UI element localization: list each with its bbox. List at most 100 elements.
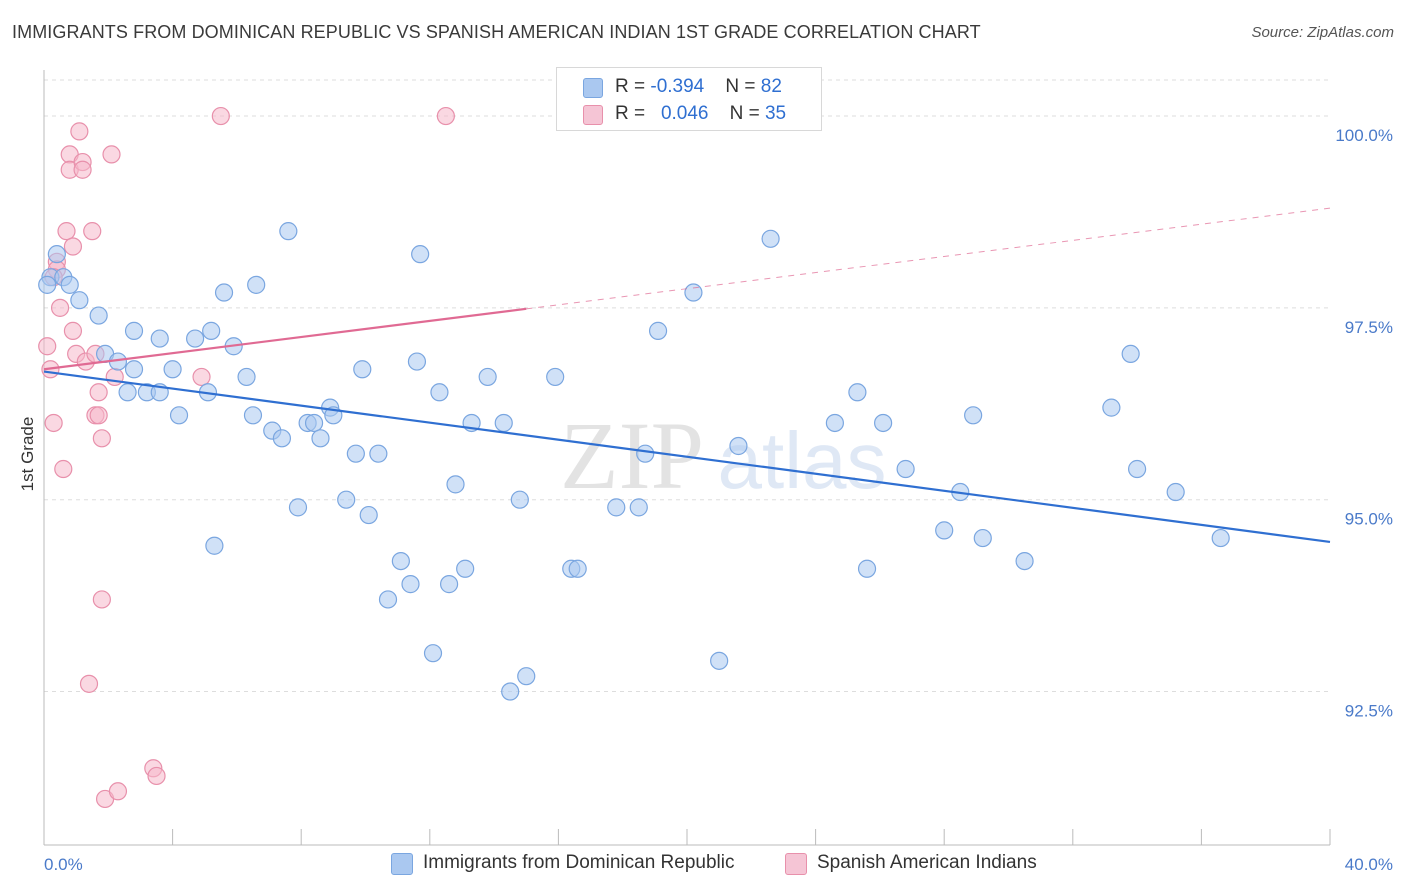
legend-n-value: 35 [764,103,787,124]
blue-point [568,559,587,578]
trend-line-pink [43,307,527,371]
legend-n-label: N = [729,103,765,124]
blue-point [1127,459,1147,479]
pink-point [44,413,63,433]
pink-point [108,782,128,801]
pink-point [63,237,83,256]
pink-point [83,222,102,241]
blue-point [636,444,655,463]
blue-point [163,360,182,379]
blue-point [684,283,703,302]
y-tick-label: 97.5% [1345,318,1393,337]
legend-r-label: R = [615,103,651,124]
pink-point [147,766,166,786]
blue-point [60,275,79,294]
legend-r-value: -0.394 [650,76,705,97]
axes [43,70,1331,846]
blue-point [848,383,867,402]
blue-point [359,505,378,525]
trend-line-pink-dashed [526,207,1331,310]
legend-swatch-pink [583,105,603,125]
blue-point [446,475,465,494]
blue-point [478,367,497,387]
blue-point [761,229,780,248]
blue-point [517,667,536,686]
blue-point [501,682,520,701]
pink-point [92,429,111,448]
blue-point [118,383,137,402]
blue-point [150,329,169,348]
blue-point [272,429,292,448]
blue-point [1121,344,1140,364]
blue-point [205,536,224,555]
blue-point [337,490,356,509]
pink-point [79,674,99,693]
blue-point [378,590,398,609]
pink-point [436,106,455,126]
blue-point [169,406,189,425]
blue-point [1102,398,1121,417]
pink-point [89,383,108,402]
blue-point [369,444,388,463]
blue-point [964,406,983,425]
pink-point [102,145,121,164]
legend-n-label: N = [725,76,761,97]
blue-point [279,222,298,241]
blue-point [648,321,668,340]
blue-point [304,413,324,433]
blue-point [857,559,877,578]
blue-point [288,498,308,517]
pink-point [70,122,89,141]
pink-point [50,298,70,317]
legend-label-pink: Spanish American Indians [817,852,1037,873]
source-credit: Source: ZipAtlas.com [1251,24,1394,41]
blue-point [237,367,256,387]
series-legend: Immigrants from Dominican Republic Spani… [0,852,1406,878]
legend-r-value: 0.046 [660,103,709,124]
blue-point [202,321,221,340]
blue-point [70,291,89,310]
blue-point [935,521,954,540]
pink-point [54,459,73,479]
blue-point [411,245,430,264]
pink-point [73,160,92,179]
pink-point [38,337,57,356]
pink-point [89,406,108,425]
blue-point [423,644,443,663]
blue-point [243,406,263,425]
legend-swatch-pink [785,853,807,875]
legend-label-blue: Immigrants from Dominican Republic [423,852,735,873]
blue-point [973,528,992,548]
pink-point [63,321,83,340]
blue-point [729,436,748,456]
blue-point [874,413,893,433]
series-dominican-republic [38,222,1230,701]
blue-point [346,444,365,463]
pink-point [192,367,211,387]
chart-title: IMMIGRANTS FROM DOMINICAN REPUBLIC VS SP… [12,22,981,42]
blue-point [124,360,144,379]
pink-point [57,222,76,241]
y-tick-label: 100.0% [1335,126,1393,145]
blue-point [407,352,427,371]
blue-point [896,459,915,479]
y-tick-label: 95.0% [1345,510,1393,529]
blue-point [247,275,266,294]
blue-point [494,413,513,433]
watermark-atlas: atlas [718,416,887,505]
pink-point [211,106,230,126]
blue-point [710,651,729,670]
blue-point [89,306,108,325]
legend-r-label: R = [615,76,651,97]
watermark: ZIP atlas [560,402,886,509]
correlation-legend: R = -0.394 N = 82 R = 0.046 N = 35 [556,67,822,131]
legend-swatch-blue [583,78,603,98]
blue-point [607,498,626,517]
blue-point [214,283,234,302]
y-axis-label: 1st Grade [18,417,37,492]
grid-lines [44,79,1330,693]
blue-point [124,321,144,340]
trend-line-blue [43,370,1331,543]
blue-point [825,413,844,433]
